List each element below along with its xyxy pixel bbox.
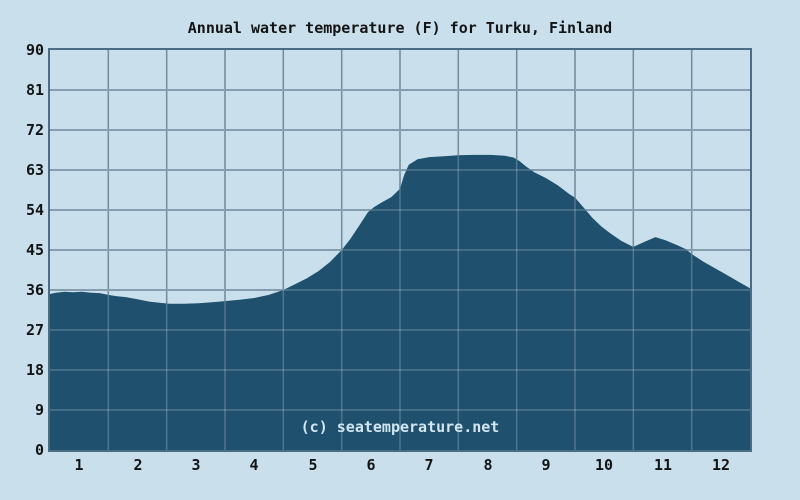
x-tick-label: 7 bbox=[424, 456, 434, 474]
y-tick-label: 36 bbox=[25, 281, 44, 299]
temperature-area-fill bbox=[50, 154, 750, 450]
x-tick-label: 12 bbox=[711, 456, 731, 474]
y-tick-label: 45 bbox=[25, 241, 44, 259]
x-tick-label: 11 bbox=[653, 456, 673, 474]
plot-area: (c) seatemperature.net bbox=[48, 48, 752, 452]
chart-title: Annual water temperature (F) for Turku, … bbox=[187, 19, 613, 37]
y-tick-label: 18 bbox=[25, 361, 44, 379]
x-tick-label: 3 bbox=[191, 456, 201, 474]
x-tick-label: 5 bbox=[308, 456, 318, 474]
y-tick-label: 9 bbox=[34, 401, 44, 419]
x-tick-label: 10 bbox=[594, 456, 614, 474]
x-tick-label: 8 bbox=[483, 456, 493, 474]
y-tick-label: 63 bbox=[25, 161, 44, 179]
x-tick-label: 2 bbox=[133, 456, 143, 474]
y-tick-label: 81 bbox=[25, 81, 44, 99]
x-tick-label: 9 bbox=[541, 456, 551, 474]
area-chart-canvas bbox=[50, 50, 750, 450]
y-tick-label: 0 bbox=[34, 441, 44, 459]
x-tick-label: 4 bbox=[249, 456, 259, 474]
x-tick-label: 6 bbox=[366, 456, 376, 474]
y-tick-label: 54 bbox=[25, 201, 44, 219]
y-tick-label: 90 bbox=[25, 41, 44, 59]
watermark-text: (c) seatemperature.net bbox=[300, 418, 500, 436]
x-tick-label: 1 bbox=[74, 456, 84, 474]
y-tick-label: 72 bbox=[25, 121, 44, 139]
y-tick-label: 27 bbox=[25, 321, 44, 339]
